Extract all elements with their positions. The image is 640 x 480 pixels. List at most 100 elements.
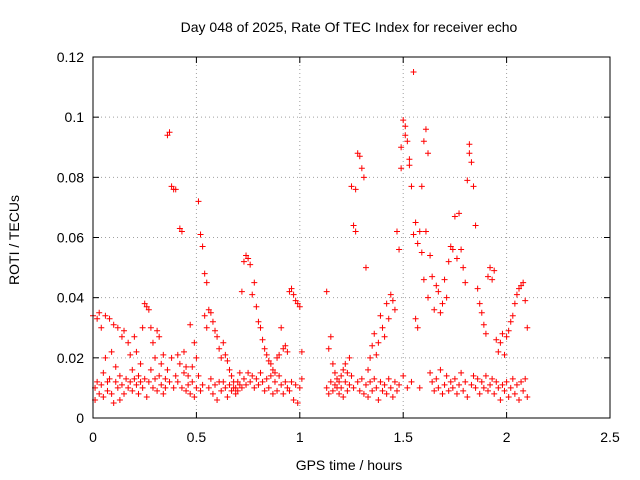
- data-point: [108, 390, 115, 397]
- data-point: [414, 240, 421, 247]
- data-point: [290, 396, 297, 403]
- data-point: [518, 378, 525, 385]
- data-point: [247, 378, 254, 385]
- data-point: [253, 375, 260, 382]
- data-point: [389, 297, 396, 304]
- data-point: [139, 384, 146, 391]
- data-point: [199, 381, 206, 388]
- data-point: [338, 372, 345, 379]
- data-point: [267, 372, 274, 379]
- data-point: [520, 279, 527, 286]
- data-point: [327, 378, 334, 385]
- data-point: [400, 372, 407, 379]
- y-tick-label: 0: [76, 410, 84, 426]
- data-point: [360, 390, 367, 397]
- data-point: [259, 336, 266, 343]
- data-point: [141, 300, 148, 307]
- data-point: [377, 378, 384, 385]
- data-point: [172, 186, 179, 193]
- data-point: [205, 384, 212, 391]
- data-point: [499, 330, 506, 337]
- data-point: [199, 243, 206, 250]
- data-point: [398, 165, 405, 172]
- data-point: [350, 384, 357, 391]
- data-point: [391, 306, 398, 313]
- data-point: [152, 375, 159, 382]
- data-point: [226, 381, 233, 388]
- data-point: [267, 360, 274, 367]
- data-point: [193, 354, 200, 361]
- data-point: [278, 381, 285, 388]
- data-point: [491, 390, 498, 397]
- data-point: [121, 327, 128, 334]
- x-axis-title: GPS time / hours: [296, 457, 403, 473]
- data-point: [489, 375, 496, 382]
- data-point: [373, 384, 380, 391]
- data-point: [288, 285, 295, 292]
- data-point: [522, 297, 529, 304]
- data-point: [342, 378, 349, 385]
- data-point: [220, 339, 227, 346]
- data-point: [129, 366, 136, 373]
- data-point: [340, 393, 347, 400]
- data-point: [284, 348, 291, 355]
- data-point: [356, 153, 363, 160]
- data-point: [336, 390, 343, 397]
- data-point: [458, 246, 465, 253]
- data-point: [449, 246, 456, 253]
- data-point: [98, 324, 105, 331]
- data-point: [143, 393, 150, 400]
- data-point: [425, 294, 432, 301]
- data-point: [195, 372, 202, 379]
- data-point: [191, 393, 198, 400]
- data-point: [329, 387, 336, 394]
- data-point: [185, 381, 192, 388]
- data-point: [243, 252, 250, 259]
- data-point: [201, 312, 208, 319]
- data-point: [379, 324, 386, 331]
- data-point: [429, 273, 436, 280]
- data-point: [456, 381, 463, 388]
- data-point: [226, 366, 233, 373]
- data-point: [102, 354, 109, 361]
- data-point: [185, 372, 192, 379]
- data-point: [511, 390, 518, 397]
- data-point: [484, 387, 491, 394]
- data-point: [147, 324, 154, 331]
- data-point: [472, 222, 479, 229]
- data-point: [247, 261, 254, 268]
- data-point: [174, 378, 181, 385]
- data-point: [168, 354, 175, 361]
- data-point: [292, 297, 299, 304]
- data-point: [516, 285, 523, 292]
- data-point: [462, 279, 469, 286]
- data-point: [195, 198, 202, 205]
- data-point: [131, 375, 138, 382]
- data-point: [369, 342, 376, 349]
- data-point: [112, 363, 119, 370]
- data-point: [406, 156, 413, 163]
- data-point: [263, 375, 270, 382]
- data-point: [141, 375, 148, 382]
- data-point: [387, 384, 394, 391]
- data-point: [346, 381, 353, 388]
- data-point: [379, 387, 386, 394]
- data-point: [348, 372, 355, 379]
- data-point: [396, 246, 403, 253]
- data-point: [135, 390, 142, 397]
- data-point: [236, 369, 243, 376]
- data-point: [511, 300, 518, 307]
- data-point: [207, 309, 214, 316]
- data-point: [427, 252, 434, 259]
- data-point: [228, 387, 235, 394]
- data-point: [484, 273, 491, 280]
- data-point: [451, 213, 458, 220]
- data-point: [298, 375, 305, 382]
- data-point: [505, 393, 512, 400]
- data-point: [286, 387, 293, 394]
- data-point: [222, 351, 229, 358]
- data-point: [408, 378, 415, 385]
- data-point: [197, 231, 204, 238]
- data-point: [365, 393, 372, 400]
- data-point: [414, 324, 421, 331]
